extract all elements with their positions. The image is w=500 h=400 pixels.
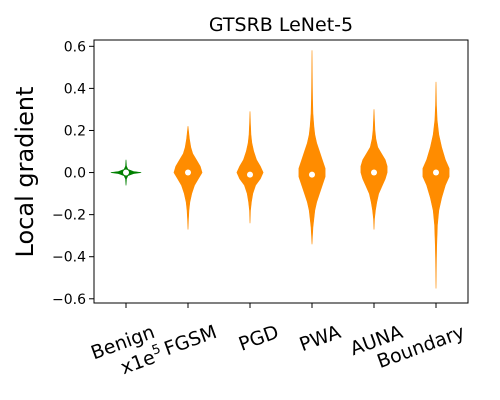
y-tick-label: 0.6 [64,39,86,55]
x-tick-label-line: PGD [236,321,282,356]
median-marker [309,171,315,178]
violin-body [422,81,450,289]
violins-group [110,50,450,289]
violin-body [298,50,326,245]
y-ticks-group: 0.6 0.4 0.2 0.0 −0.2 −0.4 −0.6 [52,39,94,308]
x-tick-label: FGSM [161,321,219,360]
y-axis-label: Local gradient [11,87,39,258]
violin-body [360,109,388,230]
x-tick-label: PWA [297,321,344,356]
median-marker [247,171,253,178]
x-tick-label: PGD [236,321,282,356]
x-tick-label-line: FGSM [161,321,219,360]
y-tick-label: 0.4 [64,81,86,97]
violin-body [173,125,203,230]
y-tick-label: 0.2 [64,123,86,139]
median-marker [185,169,191,176]
chart-title: GTSRB LeNet-5 [209,14,353,36]
median-marker [123,169,129,176]
violin-body [236,111,264,224]
y-tick-label: −0.2 [52,208,86,224]
median-marker [371,169,377,176]
y-tick-label: −0.4 [52,250,86,266]
y-tick-label: −0.6 [52,292,86,308]
y-tick-label: 0.0 [64,166,86,182]
median-marker [433,169,439,176]
x-tick-label-line: PWA [297,321,344,356]
plot-frame [93,39,469,304]
